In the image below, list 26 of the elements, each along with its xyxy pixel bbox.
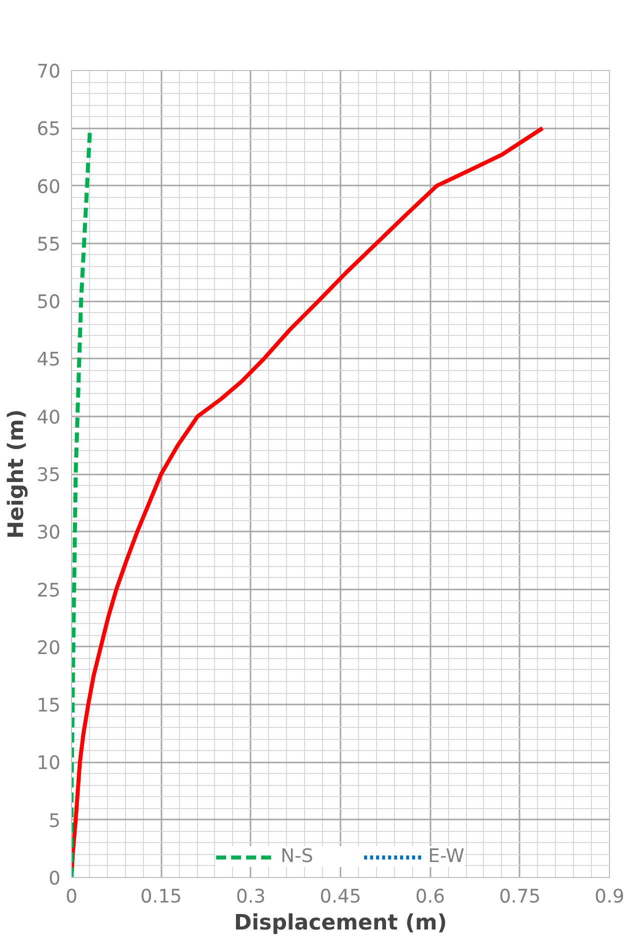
x-axis-title: Displacement (m) bbox=[234, 910, 448, 936]
x-tick-label: 0.75 bbox=[499, 886, 541, 908]
y-tick-label: 0 bbox=[48, 868, 61, 890]
y-tick-label: 30 bbox=[36, 522, 61, 544]
y-tick-label: 65 bbox=[36, 119, 61, 140]
legend-label: N-S bbox=[280, 846, 314, 867]
y-tick-label: 5 bbox=[48, 810, 61, 832]
y-tick-label: 35 bbox=[36, 465, 61, 486]
y-axis-title: Height (m) bbox=[4, 409, 29, 539]
x-tick-label: 0.15 bbox=[140, 886, 182, 908]
y-tick-label: 20 bbox=[36, 638, 61, 659]
y-tick-label: 60 bbox=[36, 176, 61, 198]
y-tick-label: 40 bbox=[36, 407, 61, 428]
x-tick-label: 0.45 bbox=[320, 886, 362, 908]
y-tick-label: 15 bbox=[36, 696, 61, 717]
x-tick-label: 0.9 bbox=[594, 886, 624, 908]
y-tick-label: 25 bbox=[36, 580, 61, 602]
y-tick-label: 10 bbox=[36, 753, 61, 774]
y-tick-label: 50 bbox=[36, 292, 61, 314]
x-tick-label: 0 bbox=[66, 886, 78, 908]
y-tick-label: 55 bbox=[36, 234, 61, 256]
legend-label: E-W bbox=[428, 846, 464, 867]
y-tick-label: 70 bbox=[36, 62, 61, 82]
x-tick-label: 0.3 bbox=[236, 886, 266, 908]
y-tick-label: 45 bbox=[36, 350, 61, 371]
x-tick-label: 0.6 bbox=[415, 886, 446, 908]
